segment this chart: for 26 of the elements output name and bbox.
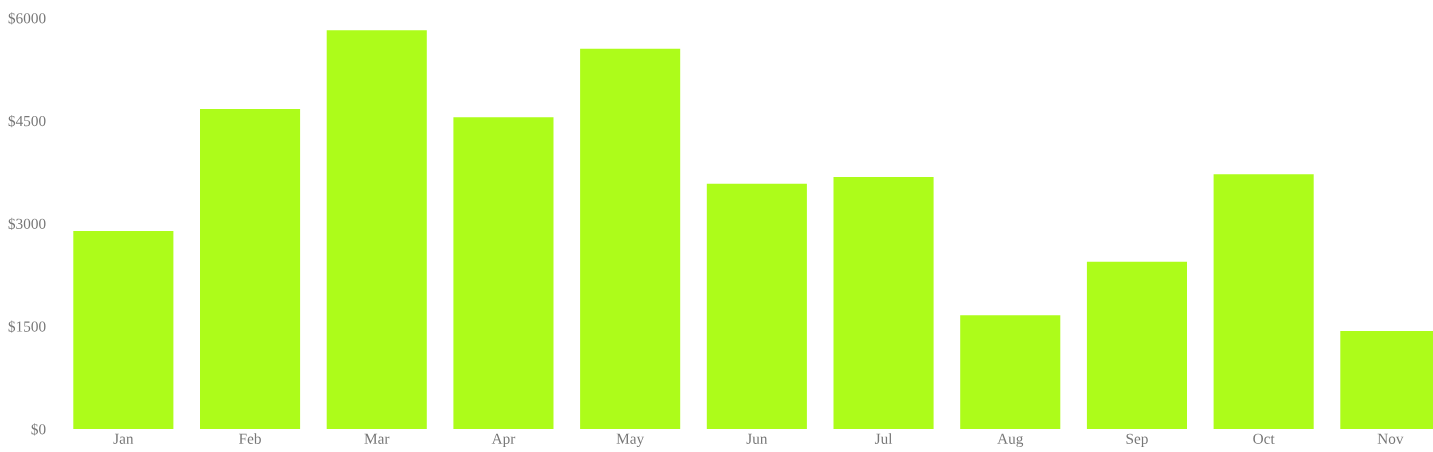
x-tick-label: Apr: [491, 433, 516, 448]
bar: [73, 231, 174, 429]
bar: [200, 109, 301, 429]
bar: [706, 183, 807, 429]
x-tick-label: Sep: [1126, 433, 1148, 448]
bar: [326, 30, 427, 429]
bar: [1213, 174, 1314, 429]
x-tick-label: Oct: [1253, 433, 1275, 444]
x-tick-label: Aug: [997, 433, 1024, 448]
y-tick-label: $0: [31, 423, 46, 436]
bar: [580, 48, 681, 429]
x-tick-label: Nov: [1377, 433, 1404, 444]
bar: [833, 176, 934, 429]
bar: [453, 117, 554, 429]
x-tick-label: Jul: [874, 433, 893, 444]
y-tick-label: $6000: [8, 12, 46, 25]
bar: [960, 315, 1061, 429]
bar: [1086, 261, 1187, 429]
y-tick-label: $4500: [8, 114, 46, 128]
x-tick-label: May: [616, 433, 645, 448]
y-tick-label: $1500: [8, 320, 46, 333]
x-tick-label: Mar: [364, 433, 390, 444]
y-tick-label: $3000: [8, 217, 46, 230]
x-tick-label: Feb: [239, 433, 261, 444]
x-tick-label: Jan: [113, 433, 134, 444]
x-tick-label: Jun: [746, 433, 768, 444]
